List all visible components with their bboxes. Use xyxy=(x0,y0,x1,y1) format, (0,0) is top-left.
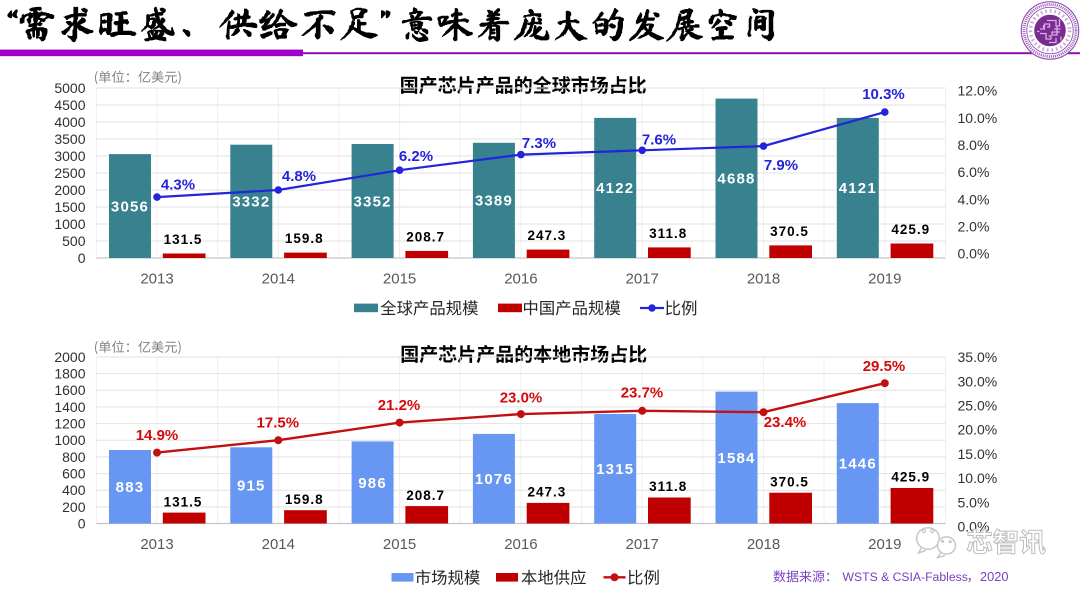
svg-text:800: 800 xyxy=(62,449,86,465)
svg-text:425.9: 425.9 xyxy=(891,470,930,485)
svg-text:4000: 4000 xyxy=(54,114,85,130)
svg-text:0: 0 xyxy=(78,515,86,531)
svg-text:4.0%: 4.0% xyxy=(958,191,990,207)
svg-text:25.0%: 25.0% xyxy=(958,398,998,414)
svg-text:3000: 3000 xyxy=(54,148,85,164)
svg-text:986: 986 xyxy=(358,475,387,492)
svg-text:12.0%: 12.0% xyxy=(958,83,998,99)
svg-text:2.0%: 2.0% xyxy=(958,219,990,235)
svg-text:10.0%: 10.0% xyxy=(958,110,998,126)
svg-text:208.7: 208.7 xyxy=(406,229,445,244)
svg-text:600: 600 xyxy=(62,466,86,482)
svg-text:7.6%: 7.6% xyxy=(642,131,676,148)
svg-text:17.5%: 17.5% xyxy=(257,415,300,432)
svg-text:2019: 2019 xyxy=(868,271,901,288)
svg-text:2000: 2000 xyxy=(54,182,85,198)
svg-text:311.8: 311.8 xyxy=(649,479,687,494)
svg-text:2000: 2000 xyxy=(54,349,85,365)
svg-text:1400: 1400 xyxy=(54,399,85,415)
svg-text:159.8: 159.8 xyxy=(285,231,324,246)
svg-text:3332: 3332 xyxy=(232,194,270,211)
svg-text:23.0%: 23.0% xyxy=(500,390,543,407)
svg-text:5.0%: 5.0% xyxy=(958,494,990,510)
svg-text:3352: 3352 xyxy=(354,193,392,210)
svg-text:WSTS & CSIA-Fabless: WSTS & CSIA-Fabless xyxy=(843,570,968,584)
svg-text:23.7%: 23.7% xyxy=(621,385,664,402)
svg-text:2018: 2018 xyxy=(747,271,780,288)
svg-text:2013: 2013 xyxy=(140,536,173,553)
svg-text:2015: 2015 xyxy=(383,271,416,288)
svg-text:425.9: 425.9 xyxy=(891,222,930,237)
svg-text:2020: 2020 xyxy=(980,569,1008,584)
svg-text:7.9%: 7.9% xyxy=(764,157,798,174)
svg-text:2017: 2017 xyxy=(626,271,659,288)
svg-text:2017: 2017 xyxy=(626,536,659,553)
svg-text:915: 915 xyxy=(237,478,266,495)
svg-text:1076: 1076 xyxy=(475,471,513,488)
svg-text:6.0%: 6.0% xyxy=(958,164,990,180)
svg-text:35.0%: 35.0% xyxy=(958,349,998,365)
svg-text:3056: 3056 xyxy=(111,198,149,215)
svg-text:3500: 3500 xyxy=(54,131,85,147)
svg-text:883: 883 xyxy=(116,479,145,496)
svg-text:4.8%: 4.8% xyxy=(282,168,316,185)
svg-text:0: 0 xyxy=(78,250,86,266)
svg-text:131.5: 131.5 xyxy=(164,494,203,509)
svg-text:2019: 2019 xyxy=(868,536,901,553)
svg-text:2018: 2018 xyxy=(747,536,780,553)
svg-text:3389: 3389 xyxy=(475,193,513,210)
svg-text:4121: 4121 xyxy=(839,180,877,197)
svg-text:10.3%: 10.3% xyxy=(862,86,905,103)
svg-text:1000: 1000 xyxy=(54,432,85,448)
svg-text:4122: 4122 xyxy=(596,180,634,197)
svg-text:6.2%: 6.2% xyxy=(399,148,433,165)
svg-text:10.0%: 10.0% xyxy=(958,470,998,486)
svg-text:7.3%: 7.3% xyxy=(522,135,556,152)
svg-text:4500: 4500 xyxy=(54,97,85,113)
svg-text:400: 400 xyxy=(62,482,86,498)
svg-text:0.0%: 0.0% xyxy=(958,246,990,262)
svg-text:2014: 2014 xyxy=(262,536,295,553)
svg-text:20.0%: 20.0% xyxy=(958,422,998,438)
svg-text:370.5: 370.5 xyxy=(770,224,809,239)
svg-text:2016: 2016 xyxy=(504,536,537,553)
svg-text:15.0%: 15.0% xyxy=(958,446,998,462)
svg-text:200: 200 xyxy=(62,499,86,515)
svg-text:8.0%: 8.0% xyxy=(958,137,990,153)
svg-text:2013: 2013 xyxy=(140,271,173,288)
svg-text:159.8: 159.8 xyxy=(285,492,324,507)
svg-text:1315: 1315 xyxy=(596,461,634,478)
svg-text:4688: 4688 xyxy=(717,171,755,188)
svg-text:2500: 2500 xyxy=(54,165,85,181)
svg-text:1200: 1200 xyxy=(54,416,85,432)
svg-text:311.8: 311.8 xyxy=(649,226,687,241)
svg-text:131.5: 131.5 xyxy=(164,232,203,247)
svg-text:247.3: 247.3 xyxy=(528,485,567,500)
svg-text:2016: 2016 xyxy=(504,271,537,288)
svg-text:30.0%: 30.0% xyxy=(958,373,998,389)
svg-text:21.2%: 21.2% xyxy=(378,397,421,414)
svg-text:2015: 2015 xyxy=(383,536,416,553)
svg-text:14.9%: 14.9% xyxy=(136,427,179,444)
svg-text:0.0%: 0.0% xyxy=(958,519,990,535)
svg-text:1446: 1446 xyxy=(839,456,877,473)
svg-text:1000: 1000 xyxy=(54,216,85,232)
svg-text:1800: 1800 xyxy=(54,366,85,382)
svg-text:4.3%: 4.3% xyxy=(161,176,195,193)
svg-text:247.3: 247.3 xyxy=(528,228,567,243)
svg-text:1584: 1584 xyxy=(717,450,755,467)
svg-text:370.5: 370.5 xyxy=(770,474,809,489)
svg-text:1600: 1600 xyxy=(54,382,85,398)
svg-text:2014: 2014 xyxy=(262,271,295,288)
svg-text:1500: 1500 xyxy=(54,199,85,215)
svg-text:23.4%: 23.4% xyxy=(764,414,807,431)
svg-text:29.5%: 29.5% xyxy=(863,358,906,375)
svg-text:500: 500 xyxy=(62,233,86,249)
svg-text:208.7: 208.7 xyxy=(406,488,445,503)
svg-text:5000: 5000 xyxy=(54,80,85,96)
